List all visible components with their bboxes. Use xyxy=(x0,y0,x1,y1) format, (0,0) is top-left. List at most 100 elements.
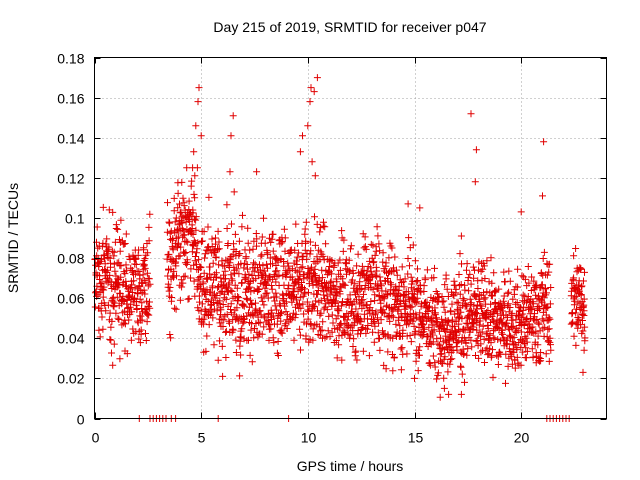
data-point xyxy=(164,280,172,288)
y-tick-label: 0 xyxy=(77,412,85,428)
data-point xyxy=(307,247,315,255)
data-point xyxy=(272,278,280,286)
data-point xyxy=(205,193,213,201)
data-point xyxy=(110,303,118,311)
data-point xyxy=(350,335,358,343)
data-point xyxy=(546,334,554,342)
data-point xyxy=(172,305,180,313)
data-point xyxy=(312,259,320,267)
data-point xyxy=(335,341,343,349)
data-point xyxy=(232,349,240,356)
data-point xyxy=(437,334,445,342)
data-point xyxy=(360,290,367,298)
data-point xyxy=(304,306,312,314)
data-point xyxy=(133,298,141,305)
data-point xyxy=(322,300,330,308)
data-point xyxy=(320,291,328,299)
data-point xyxy=(91,303,99,311)
data-point xyxy=(328,302,336,310)
data-point xyxy=(197,263,205,271)
data-point xyxy=(256,319,264,327)
data-point xyxy=(332,315,340,323)
data-point xyxy=(519,348,527,356)
data-point xyxy=(299,132,306,140)
data-point xyxy=(412,299,420,307)
data-point xyxy=(310,88,318,96)
data-point xyxy=(433,318,441,326)
data-point xyxy=(301,225,309,233)
data-point xyxy=(491,335,499,343)
data-point xyxy=(440,374,448,382)
data-point xyxy=(512,316,520,324)
data-point xyxy=(451,322,459,330)
data-point xyxy=(261,239,269,247)
data-point xyxy=(266,254,274,262)
data-point xyxy=(341,281,349,289)
x-tick-label: 20 xyxy=(514,430,530,446)
data-point xyxy=(313,74,321,82)
data-point xyxy=(135,335,143,343)
data-point xyxy=(230,188,238,196)
data-point xyxy=(180,273,188,281)
data-point xyxy=(167,334,175,342)
data-point xyxy=(119,309,127,317)
data-point xyxy=(579,327,587,335)
data-point xyxy=(121,320,129,328)
data-point xyxy=(468,343,476,351)
data-point xyxy=(253,168,261,176)
data-point xyxy=(227,271,235,279)
data-point xyxy=(281,234,289,242)
data-point xyxy=(349,269,357,277)
data-point xyxy=(469,263,477,271)
data-point xyxy=(467,336,475,344)
data-point xyxy=(197,132,205,140)
data-point xyxy=(102,307,110,315)
data-point xyxy=(508,309,516,317)
data-point xyxy=(142,330,149,337)
data-point xyxy=(371,271,379,279)
data-point xyxy=(333,354,341,362)
data-point xyxy=(448,300,456,308)
data-point xyxy=(302,218,310,226)
data-point xyxy=(297,346,304,354)
data-point xyxy=(388,244,396,252)
data-point xyxy=(251,325,258,333)
data-point xyxy=(417,288,425,296)
data-point xyxy=(136,295,144,303)
data-point xyxy=(237,351,245,359)
data-point xyxy=(203,332,211,340)
data-point xyxy=(233,304,241,312)
data-point xyxy=(529,300,537,308)
data-point xyxy=(436,393,444,401)
data-point xyxy=(263,289,271,297)
data-point xyxy=(426,302,433,310)
data-point xyxy=(381,309,389,317)
data-point xyxy=(126,292,133,300)
data-point xyxy=(234,297,242,304)
data-point xyxy=(579,317,586,324)
data-point xyxy=(214,284,222,292)
data-point xyxy=(329,319,337,327)
data-point xyxy=(273,293,281,301)
data-point xyxy=(242,294,250,302)
data-point xyxy=(399,326,407,334)
data-point xyxy=(118,321,126,329)
data-point xyxy=(532,328,540,336)
data-point xyxy=(321,223,329,231)
data-point xyxy=(359,347,367,355)
data-point xyxy=(397,345,405,353)
data-point xyxy=(98,313,106,321)
data-point xyxy=(396,322,404,330)
data-point xyxy=(503,319,511,327)
data-point xyxy=(271,297,279,305)
data-point xyxy=(194,239,202,247)
data-point xyxy=(321,334,329,342)
data-point xyxy=(429,352,437,360)
data-point xyxy=(391,253,399,261)
data-point xyxy=(310,302,318,310)
data-point xyxy=(467,301,475,308)
data-point xyxy=(272,289,280,297)
data-point xyxy=(113,293,121,301)
data-point xyxy=(377,299,385,307)
data-point xyxy=(141,261,148,269)
